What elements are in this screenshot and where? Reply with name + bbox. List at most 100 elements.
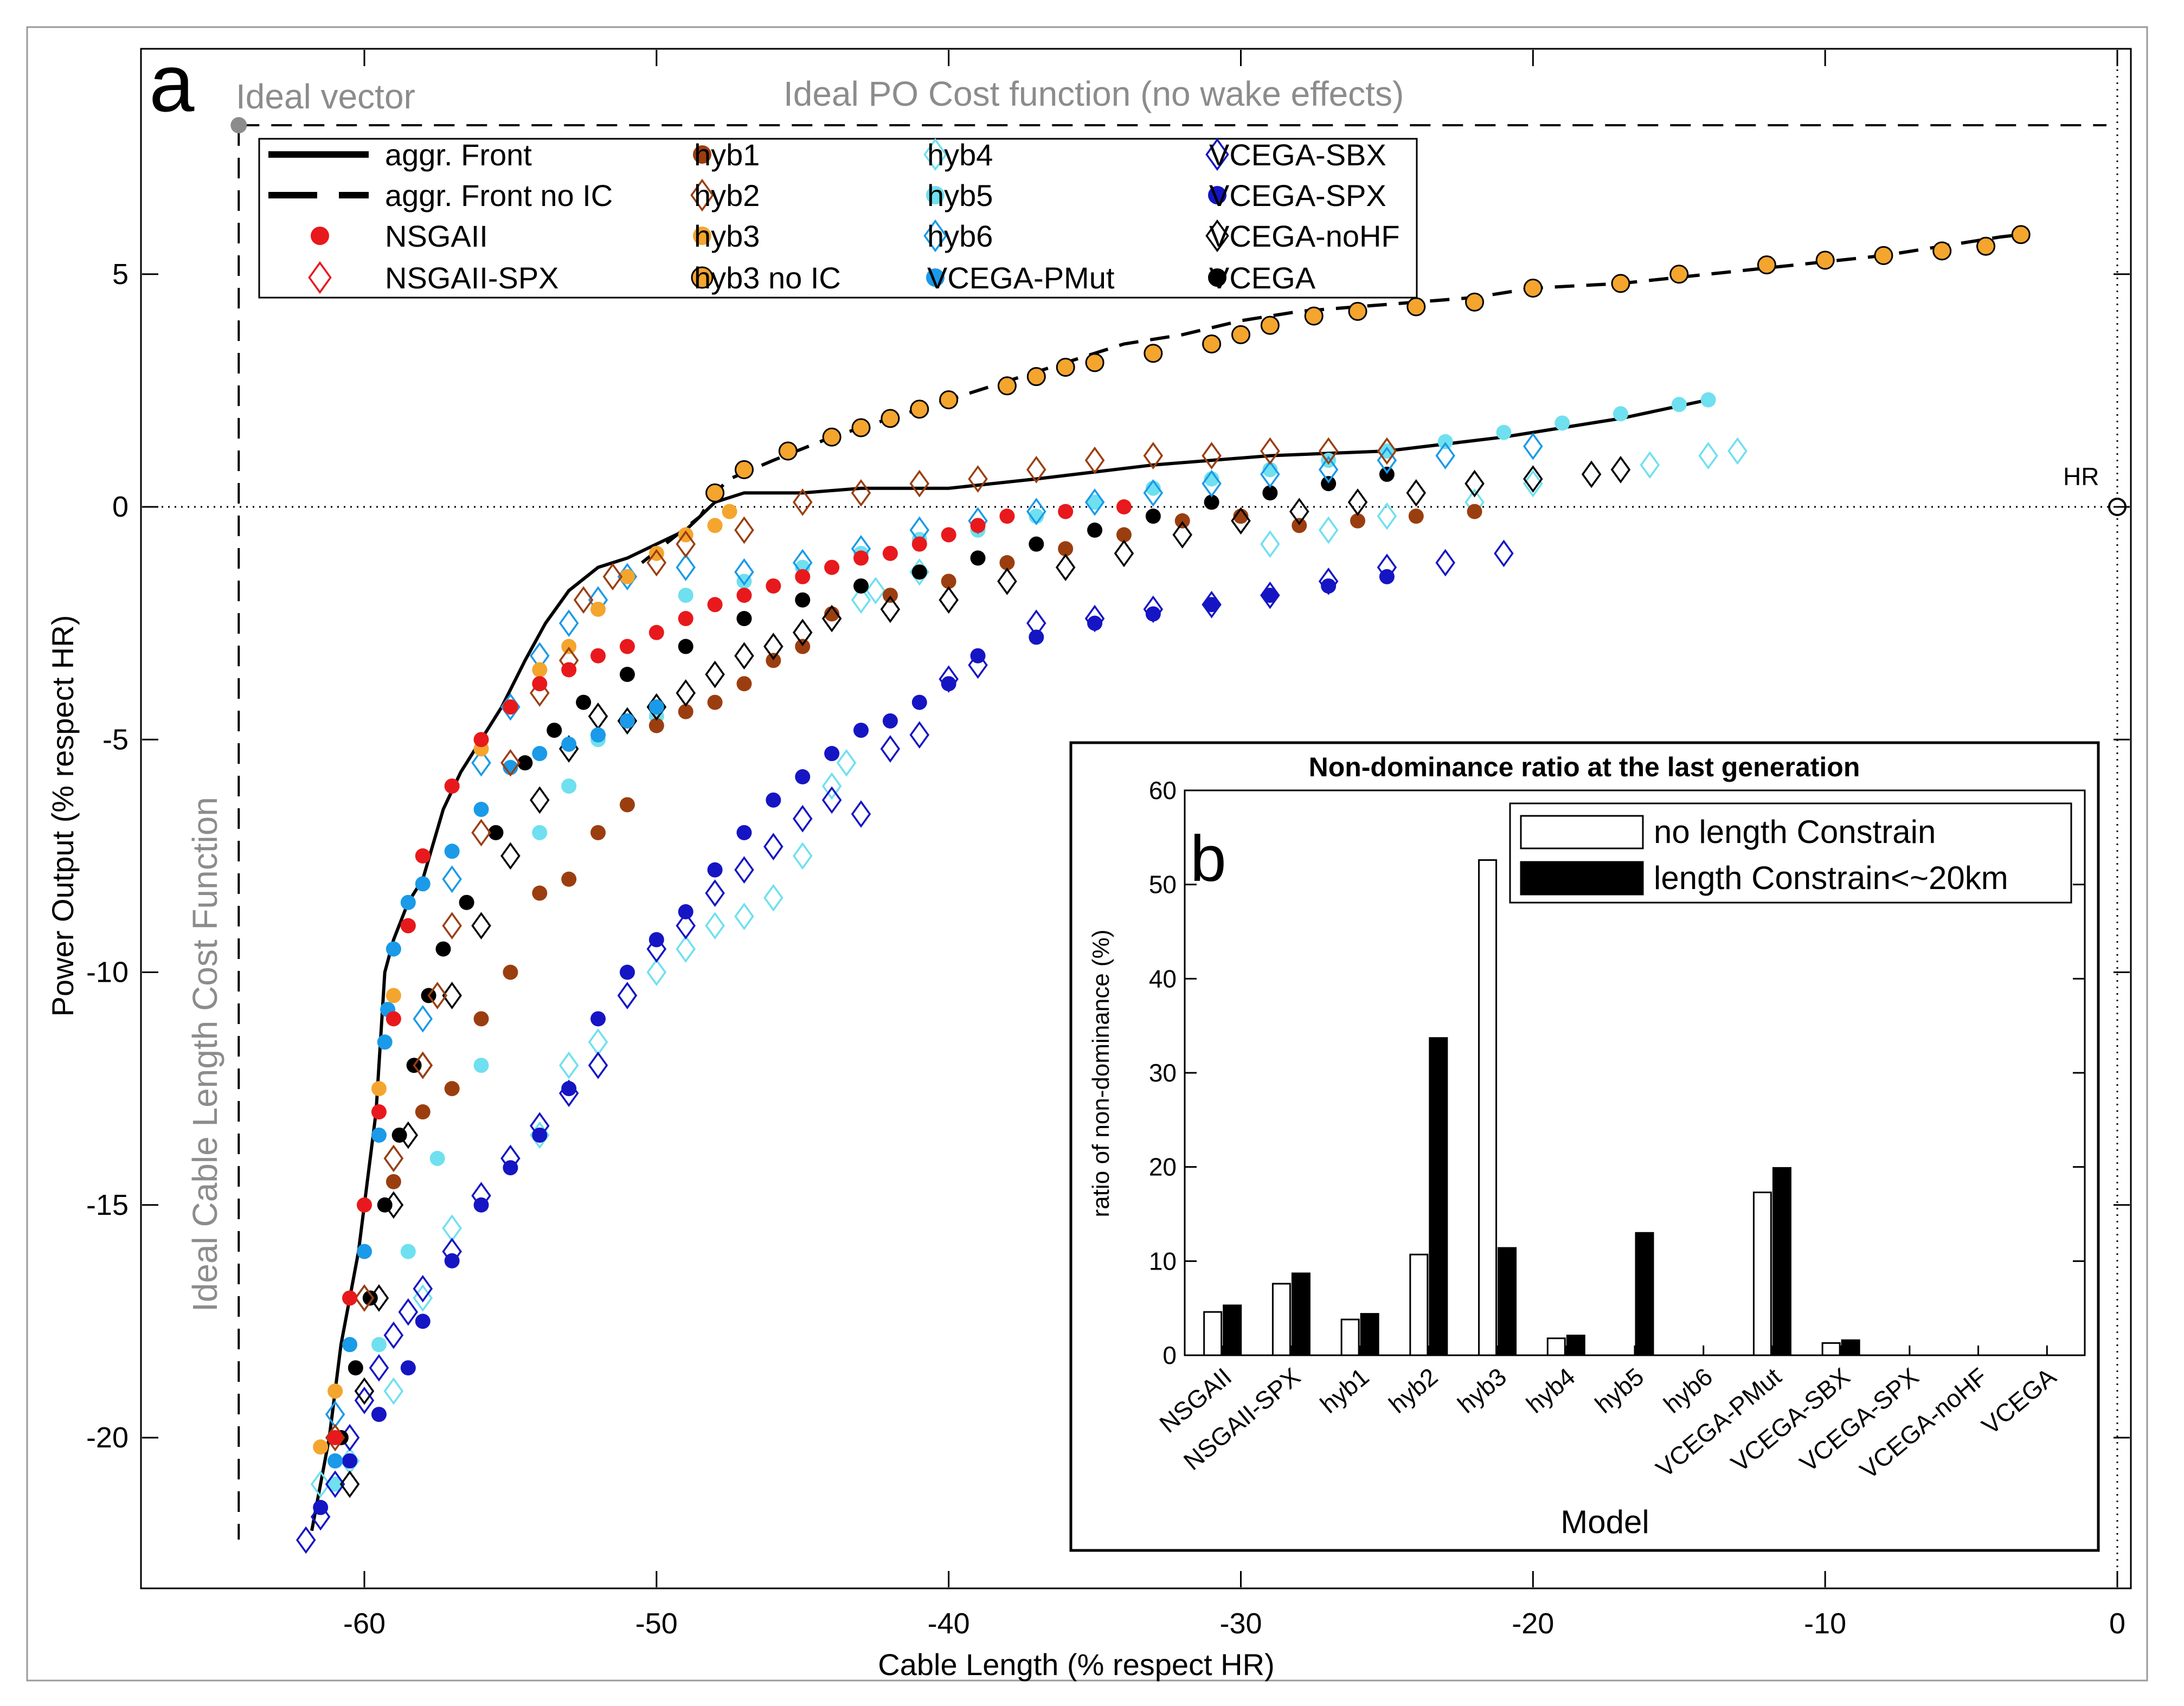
legend-label-hyb3-no-ic: hyb3 no IC [694, 261, 841, 295]
vcega-sbx-point [558, 1079, 579, 1108]
vcega-spx-point [1204, 597, 1219, 613]
legend-swatch-nsgaii-spx [308, 261, 332, 294]
hyb2-point [851, 479, 871, 507]
vcega-sbx-point [968, 651, 988, 679]
y-tick-label: 0 [112, 491, 129, 523]
hyb6-point [1260, 460, 1280, 488]
vcega-spx-point [371, 1407, 387, 1422]
vcega-point [1262, 485, 1278, 501]
hyb6-point [1026, 498, 1046, 525]
vcega-pmut-point [619, 713, 635, 729]
legend-label-hyb2: hyb2 [694, 178, 760, 213]
legend-label-aggr-front: aggr. Front [385, 138, 532, 172]
nsgaii-point [619, 639, 635, 654]
vcega-pmut-point [327, 1453, 343, 1469]
hyb3-point [532, 662, 548, 678]
inset-y-tick-label: 20 [1149, 1153, 1177, 1181]
legend: aggr. Front aggr. Front no IC NSGAII NSGAII… [258, 138, 1418, 299]
bar-constraint-hyb2 [1429, 1037, 1448, 1356]
hyb5-point [1496, 424, 1512, 440]
inset-y-tick-label: 30 [1149, 1059, 1177, 1087]
hyb3-no-ic-point [1874, 246, 1893, 265]
hyb5-point [1437, 434, 1453, 449]
legend-swatch-vcega-nohf [1205, 219, 1229, 253]
hyb3-point [371, 1081, 387, 1097]
legend-swatch-vcega-sbx [1205, 138, 1229, 171]
legend-swatch-hyb3-no-ic [691, 266, 714, 289]
legend-label-vcega-spx: VCEGA-SPX [1209, 178, 1386, 213]
hyb3-no-ic-point [881, 409, 900, 428]
inset-legend: no length Constrain length Constrain<~20k… [1509, 802, 2072, 904]
x-tick-label: -10 [1804, 1607, 1846, 1640]
legend-swatch-hyb3 [693, 227, 711, 245]
aggr-front-no-ic-line [641, 233, 2021, 564]
vcega-nohf-point [792, 619, 813, 647]
legend-swatch-hyb2 [690, 178, 714, 212]
hyb3-no-ic-point [1669, 265, 1689, 284]
vcega-sbx-point [646, 935, 667, 963]
hyb3-point [561, 639, 577, 654]
hyb2-point [1202, 442, 1222, 469]
hyb4-point [558, 1051, 579, 1079]
hyb5-point [1555, 415, 1570, 431]
vcega-point [795, 592, 811, 608]
hyb3-no-ic-point [1202, 334, 1222, 354]
hyb4-point [1698, 442, 1718, 469]
vcega-pmut-point [532, 746, 548, 762]
bar-no-constraint-hyb4 [1546, 1337, 1566, 1356]
vcega-sbx-point [851, 800, 871, 828]
hyb2-point [383, 1144, 404, 1173]
legend-label-vcega-sbx: VCEGA-SBX [1209, 138, 1386, 172]
legend-swatch-vcega-spx [1208, 186, 1226, 204]
hyb5-point [561, 778, 577, 794]
ideal-vector-label: Ideal vector [236, 77, 415, 116]
hyb6-point [1202, 469, 1222, 498]
hyb5-point [532, 825, 548, 840]
hyb1-point [678, 704, 693, 719]
hyb1-point [736, 676, 752, 692]
legend-swatch-vcega-pmut [926, 268, 945, 287]
vcega-sbx-point [1318, 567, 1339, 595]
x-axis-label: Cable Length (% respect HR) [878, 1647, 1274, 1682]
bar-no-constraint-hyb3 [1478, 859, 1498, 1356]
hyb6-point [676, 553, 696, 582]
vcega-point [970, 550, 986, 566]
hyb4-point [851, 586, 871, 614]
hyb4-point [836, 749, 857, 777]
hyb4-point [310, 1470, 331, 1498]
hyb3-no-ic-point [1260, 316, 1280, 335]
hyb3-point [386, 988, 401, 1003]
hyb3-no-ic-point [778, 441, 798, 461]
vcega-sbx-point [588, 1051, 608, 1079]
vcega-sbx-point [1494, 539, 1514, 568]
hyb2-point [1377, 437, 1397, 465]
vcega-nohf-point [880, 595, 901, 623]
vcega-spx-point [736, 825, 752, 840]
bar-no-constraint-nsgaii [1203, 1311, 1223, 1356]
vcega-nohf-point [442, 982, 462, 1009]
hyb3-no-ic-point [939, 390, 959, 410]
vcega-spx-point [590, 1011, 606, 1027]
vcega-point [853, 578, 869, 594]
hyb1-point [941, 574, 956, 589]
legend-label-hyb4: hyb4 [927, 138, 993, 172]
vcega-spx-point [1029, 629, 1044, 645]
vcega-sbx-point [398, 1298, 419, 1326]
hyb1-point [1116, 527, 1132, 543]
vcega-spx-point [911, 694, 927, 710]
nsgaii-point [999, 508, 1015, 524]
hyb3-no-ic-point [822, 427, 842, 447]
hyb6-point [1523, 432, 1543, 460]
hyb2-point [500, 749, 521, 777]
nsgaii-point [882, 545, 898, 561]
vcega-sbx-point [296, 1526, 316, 1554]
hyb3-no-ic-point [734, 460, 754, 479]
hyb1-point [386, 1174, 401, 1189]
inset-y-axis-label: ratio of non-dominance (%) [1088, 930, 1114, 1218]
inset-y-tick-label: 60 [1149, 776, 1177, 804]
hyb4-point [734, 903, 754, 930]
vcega-point [547, 723, 562, 738]
axis-ticks: -60 -50 -40 -30 -20 -10 050-5-10-15-20 [86, 50, 2130, 1640]
vcega-nohf-point [383, 1191, 404, 1219]
vcega-sbx-point [500, 1144, 521, 1173]
